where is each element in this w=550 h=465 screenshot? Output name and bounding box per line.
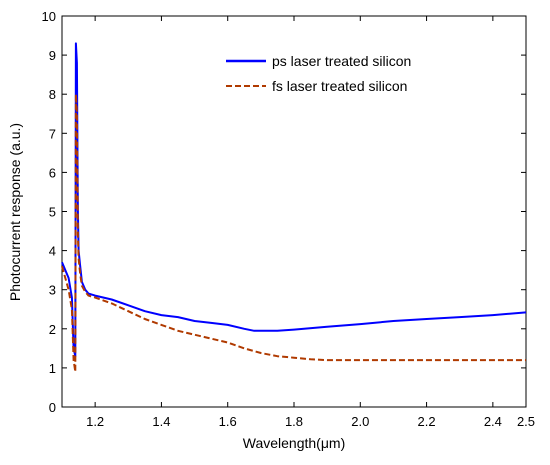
x-tick-label: 1.2 bbox=[86, 414, 104, 429]
y-tick-label: 8 bbox=[49, 87, 56, 102]
y-tick-label: 0 bbox=[49, 400, 56, 415]
x-axis-label: Wavelength(μm) bbox=[243, 435, 345, 451]
legend: ps laser treated silicon fs laser treate… bbox=[226, 53, 411, 94]
legend-label-fs: fs laser treated silicon bbox=[272, 78, 407, 94]
y-tick-label: 5 bbox=[49, 205, 56, 220]
series-layer bbox=[61, 42, 527, 373]
x-tick-label: 1.6 bbox=[219, 414, 237, 429]
y-tick-label: 4 bbox=[49, 244, 56, 259]
y-tick-label: 7 bbox=[49, 126, 56, 141]
series-line-1 bbox=[61, 93, 526, 373]
x-tick-label: 2.0 bbox=[351, 414, 369, 429]
y-tick-label: 6 bbox=[49, 165, 56, 180]
plot-area bbox=[61, 15, 527, 408]
y-tick-label: 10 bbox=[42, 9, 56, 24]
x-tick-label: 2.5 bbox=[517, 414, 535, 429]
y-tick-label: 1 bbox=[49, 361, 56, 376]
y-axis: 0 1 2 3 4 5 6 7 8 9 10 bbox=[42, 9, 526, 415]
x-tick-label: 1.4 bbox=[152, 414, 170, 429]
x-axis: 1.2 1.4 1.6 1.8 2.0 2.2 2.4 2.5 bbox=[86, 16, 535, 429]
y-tick-label: 3 bbox=[49, 283, 56, 298]
legend-label-ps: ps laser treated silicon bbox=[272, 53, 411, 69]
y-tick-label: 9 bbox=[49, 48, 56, 63]
series-line-0 bbox=[61, 42, 527, 358]
x-tick-label: 1.8 bbox=[285, 414, 303, 429]
y-axis-label: Photocurrent response (a.u.) bbox=[7, 123, 23, 301]
x-tick-label: 2.4 bbox=[484, 414, 502, 429]
y-tick-label: 2 bbox=[49, 322, 56, 337]
x-tick-label: 2.2 bbox=[418, 414, 436, 429]
